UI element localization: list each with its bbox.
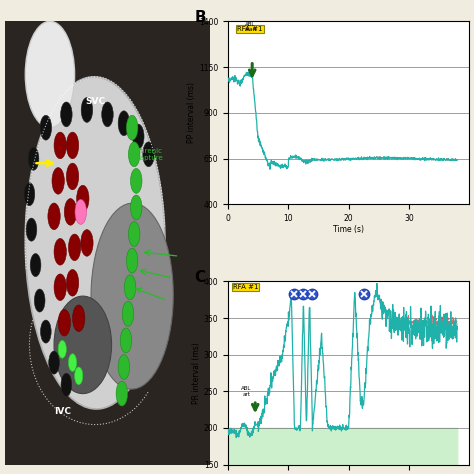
Circle shape <box>102 102 113 127</box>
Circle shape <box>24 182 35 206</box>
Y-axis label: PR interval (ms): PR interval (ms) <box>192 342 201 404</box>
Circle shape <box>64 199 77 225</box>
Circle shape <box>58 310 71 336</box>
Circle shape <box>127 248 138 273</box>
Circle shape <box>49 351 59 374</box>
Circle shape <box>118 111 130 136</box>
Circle shape <box>133 124 144 149</box>
Circle shape <box>128 222 140 246</box>
Circle shape <box>48 203 60 229</box>
Circle shape <box>68 234 81 261</box>
Circle shape <box>54 132 66 159</box>
Circle shape <box>77 185 89 212</box>
Circle shape <box>34 289 45 312</box>
Circle shape <box>40 115 52 140</box>
Text: C: C <box>194 270 205 285</box>
Circle shape <box>143 142 155 167</box>
Circle shape <box>122 301 134 326</box>
Ellipse shape <box>91 203 173 389</box>
Circle shape <box>74 367 83 385</box>
Circle shape <box>54 274 66 301</box>
Text: SVC: SVC <box>85 97 105 106</box>
Circle shape <box>68 354 77 372</box>
Circle shape <box>81 98 93 122</box>
Circle shape <box>128 142 140 167</box>
Circle shape <box>40 320 51 343</box>
Circle shape <box>116 381 128 406</box>
Circle shape <box>58 340 66 358</box>
Circle shape <box>54 238 66 265</box>
Text: RFA #1: RFA #1 <box>233 283 258 290</box>
Circle shape <box>25 21 74 128</box>
X-axis label: Time (s): Time (s) <box>333 225 364 234</box>
Ellipse shape <box>54 296 111 393</box>
Circle shape <box>52 168 64 194</box>
Circle shape <box>75 200 87 224</box>
Circle shape <box>118 355 130 379</box>
Circle shape <box>81 229 93 256</box>
Circle shape <box>73 305 85 332</box>
Circle shape <box>30 254 41 277</box>
Circle shape <box>28 147 39 170</box>
Circle shape <box>26 218 37 241</box>
Circle shape <box>130 195 142 220</box>
Circle shape <box>127 115 138 140</box>
Circle shape <box>61 373 72 396</box>
Text: Phrenic
capture: Phrenic capture <box>136 148 163 161</box>
Circle shape <box>61 102 72 127</box>
Circle shape <box>130 168 142 193</box>
Circle shape <box>66 132 79 159</box>
Y-axis label: PP interval (ms): PP interval (ms) <box>187 82 196 144</box>
Text: RFA #1: RFA #1 <box>237 26 263 32</box>
Text: IVC: IVC <box>54 407 71 416</box>
Circle shape <box>66 163 79 190</box>
Text: ABL
start: ABL start <box>245 22 258 33</box>
Circle shape <box>120 328 132 353</box>
Circle shape <box>66 270 79 296</box>
Text: B: B <box>194 10 206 25</box>
Text: ABL
art: ABL art <box>241 386 251 397</box>
Ellipse shape <box>25 77 165 409</box>
Circle shape <box>124 275 136 300</box>
